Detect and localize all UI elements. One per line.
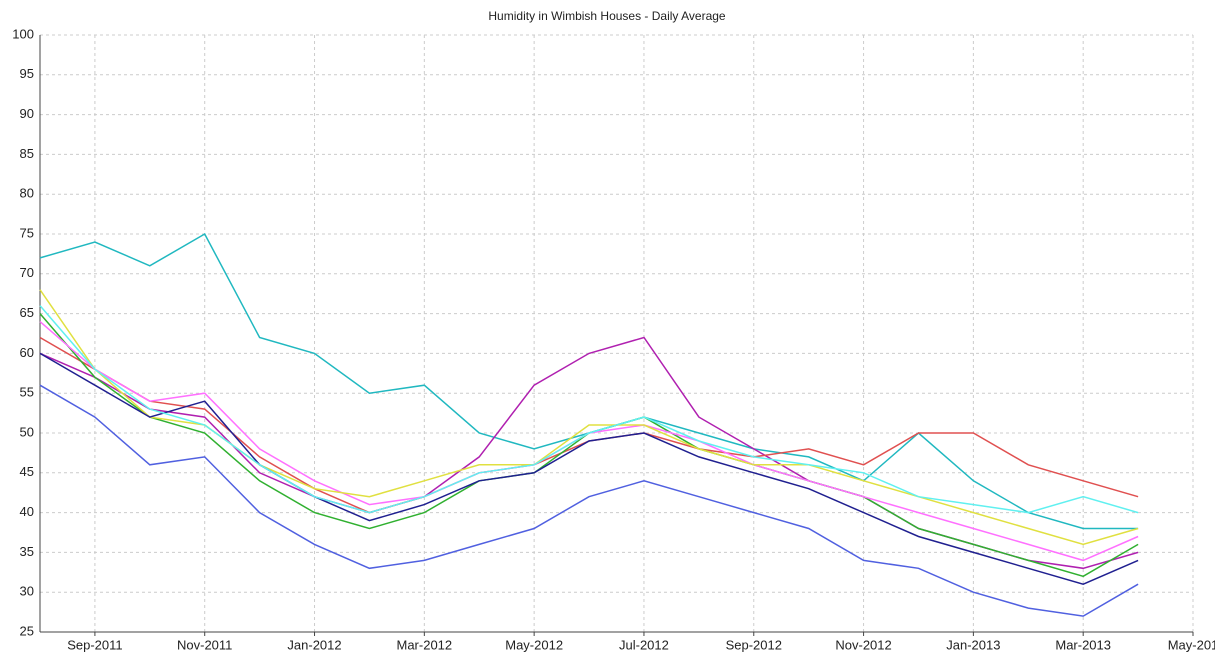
y-tick-label: 30 bbox=[20, 584, 34, 599]
y-tick-label: 90 bbox=[20, 106, 34, 121]
y-tick-label: 50 bbox=[20, 424, 34, 439]
x-tick-label: Mar-2012 bbox=[397, 637, 453, 652]
series-line bbox=[39, 384, 1139, 617]
x-tick-label: Jan-2012 bbox=[287, 637, 341, 652]
x-tick-label: Sep-2011 bbox=[67, 637, 122, 652]
chart-title: Humidity in Wimbish Houses - Daily Avera… bbox=[488, 9, 726, 23]
y-tick-label: 80 bbox=[20, 186, 34, 201]
x-tick-label: Sep-2012 bbox=[726, 637, 782, 652]
series-line bbox=[39, 232, 1139, 530]
y-tick-label: 75 bbox=[20, 225, 34, 240]
x-tick-label: May-2012 bbox=[505, 637, 563, 652]
y-tick-label: 35 bbox=[20, 544, 34, 559]
y-tick-label: 45 bbox=[20, 464, 34, 479]
y-tick-label: 40 bbox=[20, 504, 34, 519]
x-tick-label: Nov-2012 bbox=[835, 637, 891, 652]
y-tick-label: 60 bbox=[20, 345, 34, 360]
x-tick-label: Mar-2013 bbox=[1055, 637, 1111, 652]
y-tick-label: 65 bbox=[20, 305, 34, 320]
y-tick-label: 70 bbox=[20, 265, 34, 280]
y-tick-label: 25 bbox=[20, 623, 34, 638]
x-tick-label: Jul-2012 bbox=[619, 637, 669, 652]
x-tick-label: Nov-2011 bbox=[177, 637, 232, 652]
x-tick-label: May-201 bbox=[1168, 637, 1215, 652]
y-tick-label: 100 bbox=[12, 26, 34, 41]
y-tick-label: 85 bbox=[20, 146, 34, 161]
y-tick-label: 95 bbox=[20, 66, 34, 81]
series-line bbox=[39, 305, 1139, 514]
series-line bbox=[39, 352, 1139, 585]
x-tick-label: Jan-2013 bbox=[946, 637, 1000, 652]
y-tick-label: 55 bbox=[20, 385, 34, 400]
